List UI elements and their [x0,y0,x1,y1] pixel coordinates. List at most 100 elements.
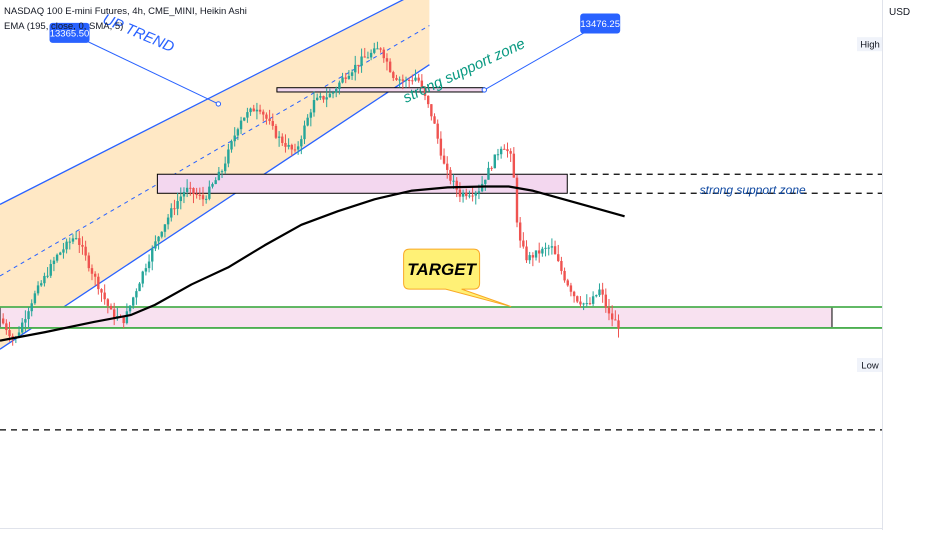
candle-body [287,144,290,147]
candle-body [452,180,455,182]
candle-body [518,222,522,241]
price-tag-box-9 [857,358,883,373]
price-axis[interactable] [882,0,932,530]
candle-body [322,96,325,100]
candle-body [595,295,598,297]
candle-body [103,292,106,300]
target-label: TARGET [407,260,477,279]
candle-body [325,97,328,100]
candle-body [141,271,144,284]
candle-body [49,264,52,276]
time-axis[interactable] [0,528,882,551]
symbol-title: NASDAQ 100 E-mini Futures, 4h, CME_MINI,… [4,6,247,17]
candle-body [404,80,408,82]
candle-body [591,296,595,304]
candle-body [525,246,528,261]
candle-body [55,254,59,261]
candle-body [455,180,458,190]
candle-body [211,184,214,187]
indicator-legend[interactable]: EMA (195, close, 0, SMA, 5) [4,21,124,32]
callout-box-1 [49,22,90,43]
candle-body [147,261,151,269]
candle-body [604,294,608,308]
candle-body [249,108,252,113]
candle-body [65,241,68,250]
candle-body [433,116,436,124]
candle-body [566,280,569,286]
candle-body [411,80,414,82]
candle-body [420,80,424,87]
candle-body [160,231,163,237]
candle-body [544,247,547,249]
candle-body [373,48,376,53]
candle-body [106,299,110,306]
candle-body [1,318,5,324]
callout-leader-1 [69,32,219,105]
candle-body [468,195,471,197]
callout-label-2: 13476.25 [580,19,620,30]
candle-body [192,188,195,195]
candle-body [465,192,468,197]
candle-body [97,276,100,290]
candle-body [281,136,284,143]
candle-body [198,194,202,196]
candle-body [388,61,392,73]
candle-body [151,248,154,262]
candle-body [30,303,33,312]
candle-body [598,289,601,296]
candle-body [354,64,357,73]
price-tag-box-1 [857,37,883,52]
price-tag-text-9: Low [861,361,879,372]
candle-body [43,275,46,284]
candle-body [182,191,186,197]
candle-body [344,77,347,79]
target-callout-box [403,248,512,308]
candle-body [430,104,433,117]
candle-body [122,316,125,324]
candle-body [563,270,566,281]
candle-body [376,48,379,50]
candle-body [490,167,493,169]
candle-body [201,195,205,200]
candle-body [309,112,313,118]
candle-body [423,86,427,96]
candle-body [170,208,173,218]
price-tag-text-1: High [860,40,880,51]
candle-body [27,311,30,320]
candle-body [100,289,103,293]
candle-body [265,114,268,119]
candle-body [109,305,113,310]
candle-body [173,208,176,210]
candle-body [154,241,157,249]
candle-body [290,144,294,150]
callout-anchor-2 [481,87,488,93]
candle-body [185,187,189,192]
candle-body [24,319,27,323]
candle-body [246,112,249,118]
candle-body [515,177,519,223]
channel-mid-line [0,25,430,277]
candle-body [17,332,21,337]
candle-body [461,192,465,197]
candle-body [579,301,582,305]
callout-box-2 [580,13,621,34]
candle-body [588,303,592,305]
candle-body [601,289,604,295]
candle-body [306,117,309,126]
candle-body [163,224,167,232]
candle-body [379,48,382,50]
candle-body [166,217,170,225]
candle-body [239,120,243,130]
candle-body [189,187,192,189]
candle-body [68,241,71,243]
candle-body [5,323,8,331]
candle-body [268,118,271,122]
candle-body [157,236,160,242]
currency-label: USD [889,7,911,18]
candle-body [610,313,614,320]
candle-body [446,163,449,170]
candle-body [509,151,512,154]
candle-body [607,307,611,314]
candle-body [534,250,538,258]
